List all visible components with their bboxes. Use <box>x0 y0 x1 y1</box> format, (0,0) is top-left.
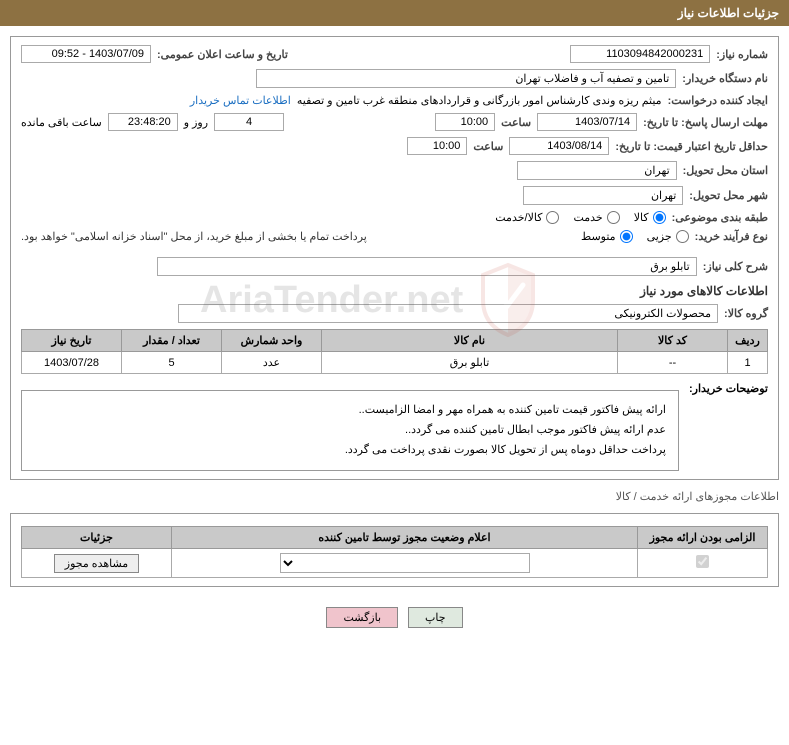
validity-date-field: 1403/08/14 <box>509 137 609 155</box>
buyer-org-field: تامین و تصفیه آب و فاضلاب تهران <box>256 69 676 88</box>
cell-code: -- <box>618 352 728 374</box>
view-license-button[interactable]: مشاهده مجوز <box>54 554 139 573</box>
th-details: جزئیات <box>22 527 172 549</box>
need-no-field: 1103094842000231 <box>570 45 710 63</box>
th-qty: تعداد / مقدار <box>122 330 222 352</box>
goods-section-title: اطلاعات کالاهای مورد نیاز <box>21 284 768 298</box>
cell-date: 1403/07/28 <box>22 352 122 374</box>
category-radio-group: کالا خدمت کالا/خدمت <box>495 211 665 224</box>
deadline-date-field: 1403/07/14 <box>537 113 637 131</box>
time-label-1: ساعت <box>501 116 531 129</box>
cell-unit: عدد <box>222 352 322 374</box>
cat-service-option[interactable]: خدمت <box>573 211 619 224</box>
cat-goods-service-radio[interactable] <box>546 211 559 224</box>
cat-goods-radio[interactable] <box>653 211 666 224</box>
license-table: الزامی بودن ارائه مجوز اعلام وضعیت مجوز … <box>21 526 768 578</box>
th-name: نام کالا <box>322 330 618 352</box>
th-unit: واحد شمارش <box>222 330 322 352</box>
table-row: 1 -- تابلو برق عدد 5 1403/07/28 <box>22 352 768 374</box>
cell-name: تابلو برق <box>322 352 618 374</box>
goods-group-field: محصولات الکترونیکی <box>178 304 718 323</box>
deadline-time-field: 10:00 <box>435 113 495 131</box>
details-cell: مشاهده مجوز <box>22 549 172 578</box>
countdown-field: 23:48:20 <box>108 113 178 131</box>
th-status: اعلام وضعیت مجوز توسط تامین کننده <box>172 527 638 549</box>
buyer-notes-box: ارائه پیش فاکتور قیمت تامین کننده به همر… <box>21 390 679 471</box>
buyer-org-label: نام دستگاه خریدار: <box>682 72 768 85</box>
license-section-title: اطلاعات مجوزهای ارائه خدمت / کالا <box>10 490 779 503</box>
goods-table: ردیف کد کالا نام کالا واحد شمارش تعداد /… <box>21 329 768 374</box>
cat-goods-service-option[interactable]: کالا/خدمت <box>495 211 559 224</box>
buyer-note-3: پرداخت حداقل دوماه پس از تحویل کالا بصور… <box>34 441 666 461</box>
back-button[interactable]: بازگشت <box>326 607 398 628</box>
validity-time-field: 10:00 <box>407 137 467 155</box>
summary-field: تابلو برق <box>157 257 697 276</box>
days-field: 4 <box>214 113 284 131</box>
buyer-notes-label: توضیحات خریدار: <box>689 382 768 471</box>
th-code: کد کالا <box>618 330 728 352</box>
payment-note: پرداخت تمام یا بخشی از مبلغ خرید، از محل… <box>21 230 367 243</box>
mandatory-cell <box>638 549 768 578</box>
buyer-note-1: ارائه پیش فاکتور قیمت تامین کننده به همر… <box>34 401 666 421</box>
deadline-label: مهلت ارسال پاسخ: تا تاریخ: <box>643 116 768 129</box>
th-row: ردیف <box>728 330 768 352</box>
validity-label: حداقل تاریخ اعتبار قیمت: تا تاریخ: <box>615 140 768 153</box>
proc-medium-radio[interactable] <box>620 230 633 243</box>
summary-label: شرح کلی نیاز: <box>703 260 768 273</box>
announce-label: تاریخ و ساعت اعلان عمومی: <box>157 48 288 61</box>
footer-buttons: چاپ بازگشت <box>0 597 789 644</box>
cell-qty: 5 <box>122 352 222 374</box>
proc-small-option[interactable]: جزیی <box>647 230 689 243</box>
process-radio-group: جزیی متوسط <box>581 230 689 243</box>
cat-service-radio[interactable] <box>607 211 620 224</box>
process-label: نوع فرآیند خرید: <box>695 230 768 243</box>
cat-goods-option[interactable]: کالا <box>634 211 666 224</box>
city-label: شهر محل تحویل: <box>689 189 768 202</box>
goods-group-label: گروه کالا: <box>724 307 768 320</box>
status-cell <box>172 549 638 578</box>
announce-field: 1403/07/09 - 09:52 <box>21 45 151 63</box>
page-header: جزئیات اطلاعات نیاز <box>0 0 789 26</box>
city-field: تهران <box>523 186 683 205</box>
proc-small-radio[interactable] <box>676 230 689 243</box>
days-and-label: روز و <box>184 116 208 129</box>
requester-value: میثم ریزه وندی کارشناس امور بازرگانی و ق… <box>297 94 662 107</box>
cell-row: 1 <box>728 352 768 374</box>
need-no-label: شماره نیاز: <box>716 48 768 61</box>
remaining-label: ساعت باقی مانده <box>21 116 102 129</box>
time-label-2: ساعت <box>473 140 503 153</box>
th-mandatory: الزامی بودن ارائه مجوز <box>638 527 768 549</box>
buyer-note-2: عدم ارائه پیش فاکتور موجب ابطال تامین کن… <box>34 421 666 441</box>
category-label: طبقه بندی موضوعی: <box>672 211 768 224</box>
info-panel: شماره نیاز: 1103094842000231 تاریخ و ساع… <box>10 36 779 480</box>
province-field: تهران <box>517 161 677 180</box>
status-select[interactable] <box>280 553 530 573</box>
license-row: مشاهده مجوز <box>22 549 768 578</box>
page-title: جزئیات اطلاعات نیاز <box>678 6 779 20</box>
province-label: استان محل تحویل: <box>683 164 768 177</box>
th-date: تاریخ نیاز <box>22 330 122 352</box>
mandatory-checkbox <box>696 555 709 568</box>
requester-label: ایجاد کننده درخواست: <box>668 94 768 107</box>
contact-link[interactable]: اطلاعات تماس خریدار <box>190 94 291 107</box>
proc-medium-option[interactable]: متوسط <box>581 230 633 243</box>
license-panel: الزامی بودن ارائه مجوز اعلام وضعیت مجوز … <box>10 513 779 587</box>
print-button[interactable]: چاپ <box>408 607 463 628</box>
